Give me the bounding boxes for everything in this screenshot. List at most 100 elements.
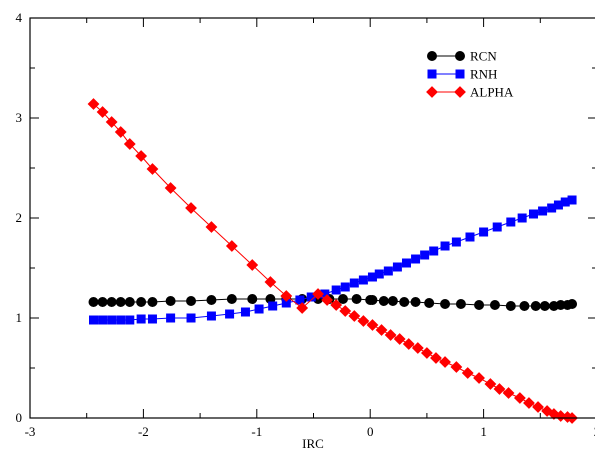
- data-point-rcn: [519, 301, 530, 311]
- series-rcn: [88, 294, 578, 311]
- data-point-rcn: [440, 299, 451, 309]
- data-point-alpha: [264, 276, 277, 288]
- x-tick-label: -3: [25, 424, 36, 439]
- data-point-alpha: [493, 383, 506, 395]
- axes: -3 -2 -1 0 1 2 0 1 2 3 4: [16, 10, 595, 439]
- data-point-rnh: [98, 315, 108, 325]
- data-point-rcn: [489, 300, 500, 310]
- data-point-alpha: [312, 288, 324, 300]
- data-point-alpha: [105, 116, 118, 128]
- data-point-alpha: [321, 294, 334, 306]
- data-point-alpha: [523, 397, 535, 409]
- data-point-alpha: [439, 356, 451, 368]
- data-point-alpha: [87, 98, 100, 110]
- data-point-alpha: [366, 319, 379, 331]
- data-point-rcn: [97, 297, 108, 307]
- data-point-rnh: [340, 282, 350, 292]
- y-tick-label: 2: [16, 210, 23, 225]
- legend-marker-rnh: [427, 69, 437, 79]
- legend: RCN RNH ALPHA: [426, 49, 514, 100]
- data-point-rnh: [240, 307, 250, 317]
- data-point-alpha: [96, 106, 109, 118]
- data-point-rcn: [399, 297, 410, 307]
- data-point-alpha: [430, 352, 442, 364]
- data-point-rcn: [367, 295, 378, 305]
- data-point-rcn: [115, 297, 126, 307]
- data-point-rcn: [424, 298, 435, 308]
- data-point-rnh: [225, 309, 235, 319]
- data-point-rnh: [506, 217, 516, 227]
- legend-marker-alpha: [454, 86, 466, 98]
- data-point-rnh: [295, 295, 305, 305]
- x-tick-label: -2: [138, 424, 149, 439]
- data-point-rnh: [383, 266, 393, 276]
- data-point-rnh: [147, 314, 157, 324]
- data-point-rnh: [517, 213, 527, 223]
- data-point-rnh: [89, 315, 99, 325]
- x-axis-title: IRC: [302, 436, 324, 451]
- data-point-alpha: [348, 310, 361, 322]
- data-point-rnh: [479, 227, 489, 237]
- data-point-rnh: [528, 209, 538, 219]
- data-point-rnh: [492, 222, 502, 232]
- x-tick-label: 0: [367, 424, 374, 439]
- data-point-rnh: [116, 315, 126, 325]
- data-point-rcn: [88, 297, 99, 307]
- data-point-alpha: [375, 324, 388, 336]
- data-point-rnh: [451, 237, 461, 247]
- data-point-alpha: [246, 259, 259, 271]
- data-point-rnh: [538, 206, 548, 216]
- data-point-alpha: [393, 333, 406, 345]
- data-point-rcn: [530, 301, 541, 311]
- data-point-alpha: [513, 392, 526, 404]
- x-tick-label: 1: [480, 424, 487, 439]
- data-point-rnh: [401, 258, 411, 268]
- data-point-alpha: [532, 401, 544, 413]
- data-point-alpha: [402, 338, 415, 350]
- plot-area: [87, 98, 578, 424]
- data-point-rnh: [567, 195, 577, 205]
- data-point-alpha: [123, 138, 136, 150]
- data-point-rcn: [136, 297, 147, 307]
- data-point-rcn: [247, 294, 258, 304]
- data-point-rnh: [136, 314, 146, 324]
- data-point-rnh: [331, 285, 341, 295]
- data-point-rcn: [226, 294, 237, 304]
- y-tick-label: 1: [16, 310, 23, 325]
- data-point-rnh: [420, 250, 430, 260]
- data-point-rcn: [106, 297, 117, 307]
- data-point-rnh: [374, 269, 384, 279]
- data-point-rnh: [392, 262, 402, 272]
- data-point-alpha: [146, 163, 159, 175]
- data-point-rnh: [411, 254, 421, 264]
- data-point-rcn: [387, 296, 398, 306]
- data-point-alpha: [339, 305, 352, 317]
- data-point-rcn: [206, 295, 217, 305]
- legend-marker-rcn: [455, 51, 465, 61]
- data-point-rnh: [166, 313, 176, 323]
- y-tick-label: 0: [16, 410, 23, 425]
- series-alpha: [87, 98, 578, 424]
- data-point-alpha: [280, 290, 293, 302]
- data-point-rcn: [410, 297, 421, 307]
- data-point-alpha: [330, 299, 343, 311]
- legend-marker-alpha: [426, 86, 438, 98]
- data-point-rcn: [147, 297, 158, 307]
- data-point-rnh: [429, 246, 439, 256]
- x-tick-label: -1: [251, 424, 262, 439]
- data-point-rnh: [125, 315, 135, 325]
- series-rnh: [89, 195, 577, 325]
- y-tick-label: 3: [16, 110, 23, 125]
- data-point-rcn: [337, 294, 348, 304]
- data-point-alpha: [185, 202, 197, 214]
- y-tick-label: 4: [16, 10, 23, 25]
- data-point-alpha: [484, 378, 497, 390]
- data-point-rnh: [107, 315, 117, 325]
- series-line-alpha: [93, 103, 573, 419]
- data-point-rcn: [124, 297, 135, 307]
- data-point-rnh: [186, 313, 196, 323]
- data-point-alpha: [164, 182, 177, 194]
- data-point-rnh: [440, 241, 450, 251]
- data-point-rcn: [505, 301, 516, 311]
- data-point-rnh: [358, 275, 368, 285]
